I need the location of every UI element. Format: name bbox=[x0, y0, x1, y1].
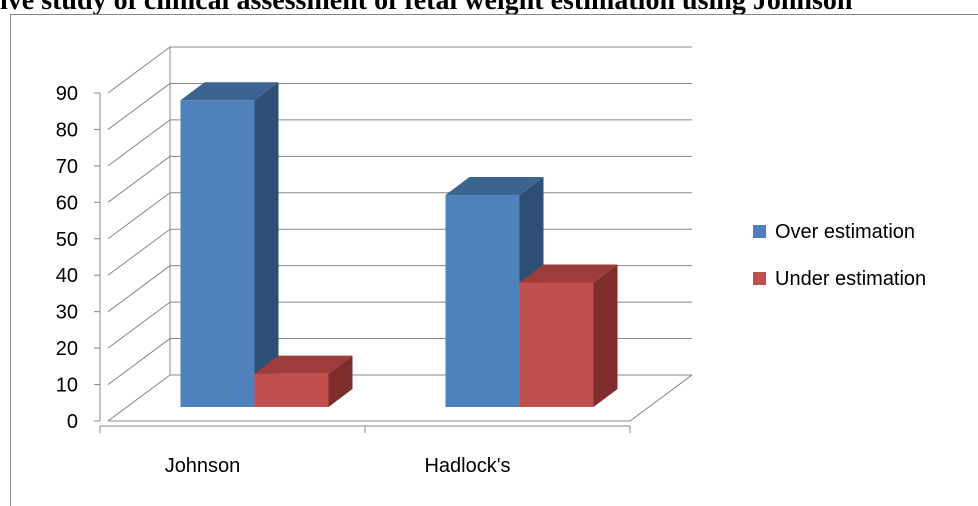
bar bbox=[180, 100, 255, 408]
bar bbox=[445, 195, 520, 407]
floor-right-edge bbox=[629, 374, 693, 422]
y-tick-label: 90 bbox=[56, 83, 78, 105]
gridline-side bbox=[107, 228, 171, 276]
y-tick-label: 80 bbox=[56, 119, 78, 141]
gridline-side bbox=[107, 83, 171, 130]
bar-top bbox=[519, 264, 618, 283]
bar-side bbox=[593, 264, 618, 407]
bar bbox=[519, 282, 594, 407]
y-tick-label: 30 bbox=[56, 302, 78, 324]
legend-swatch bbox=[753, 272, 766, 285]
legend-swatch bbox=[753, 225, 766, 238]
bar-side bbox=[254, 82, 279, 408]
gridline-side bbox=[107, 374, 171, 422]
gridline-side bbox=[107, 155, 171, 203]
bar-top bbox=[180, 82, 279, 101]
y-tick-label: 50 bbox=[56, 229, 78, 251]
gridline-side bbox=[107, 265, 171, 313]
y-tick-label: 70 bbox=[56, 156, 78, 178]
bar-top bbox=[445, 177, 544, 196]
legend-label: Under estimation bbox=[775, 268, 926, 290]
gridline-side bbox=[107, 192, 171, 240]
y-tick-label: 20 bbox=[56, 338, 78, 360]
page-title: ive study of clinical assessment of feta… bbox=[0, 0, 853, 16]
x-tick-label: Johnson bbox=[165, 455, 241, 477]
y-tick-label: 40 bbox=[56, 265, 78, 287]
bar bbox=[254, 373, 329, 407]
y-tick-label: 60 bbox=[56, 192, 78, 214]
legend-label: Over estimation bbox=[775, 221, 915, 243]
x-tick-label: Hadlock's bbox=[424, 455, 510, 477]
gridline-side bbox=[107, 338, 171, 385]
y-tick-label: 0 bbox=[67, 411, 78, 433]
y-tick-label: 10 bbox=[56, 375, 78, 397]
gridline-side bbox=[107, 46, 171, 94]
bar-top bbox=[254, 355, 353, 374]
chart-frame bbox=[10, 14, 978, 506]
bar-side bbox=[328, 355, 353, 407]
gridline-side bbox=[107, 119, 171, 167]
gridline-side bbox=[107, 301, 171, 349]
